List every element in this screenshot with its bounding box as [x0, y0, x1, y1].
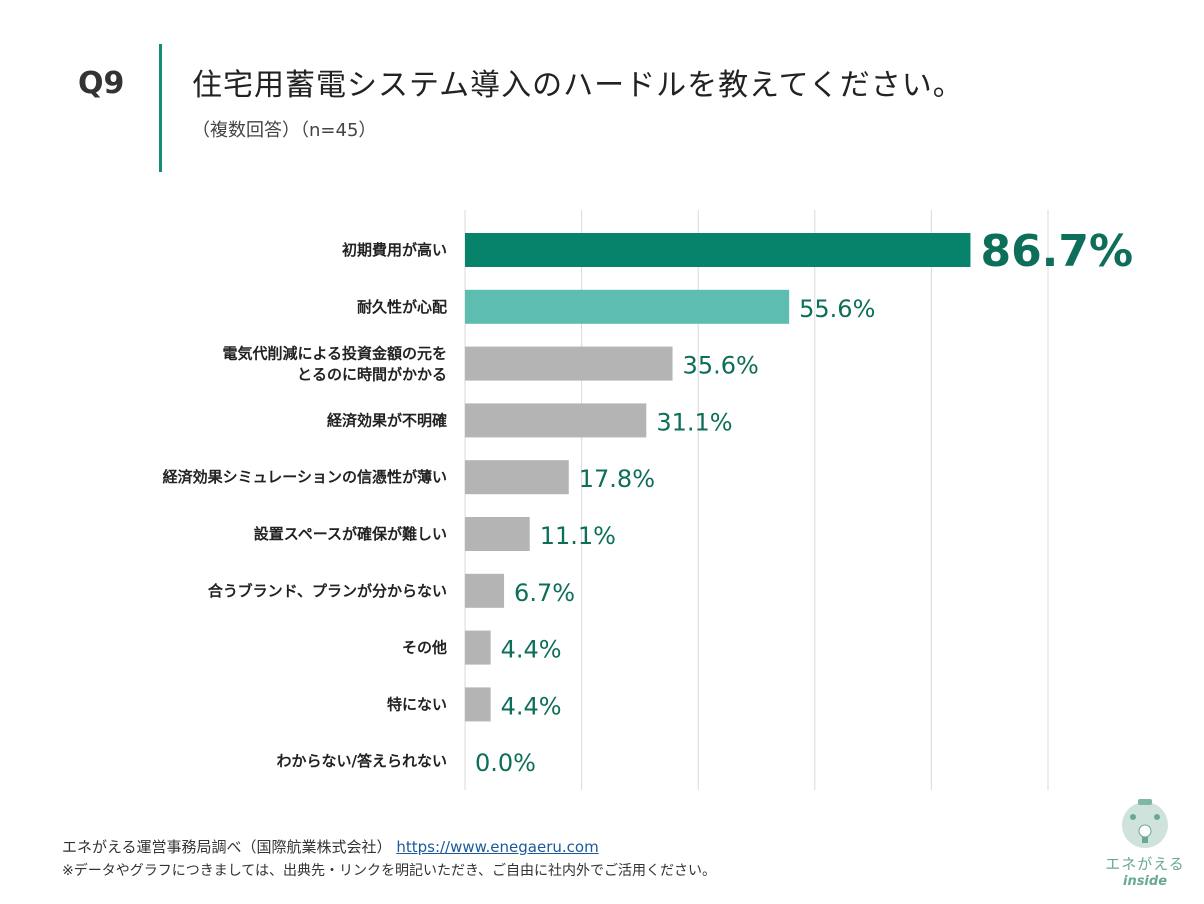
source-text: エネがえる運営事務局調べ（国際航業株式会社）	[62, 838, 392, 856]
bar	[465, 573, 505, 608]
bar	[465, 630, 491, 665]
category-label: 電気代削減による投資金額の元をとるのに時間がかかる	[222, 345, 447, 384]
data-label: 17.8%	[579, 465, 655, 493]
page-title: 住宅用蓄電システム導入のハードルを教えてください。	[192, 68, 964, 103]
question-number: Q9	[78, 66, 125, 101]
logo: エネがえる inside	[1095, 795, 1195, 889]
category-label: 経済効果シミュレーションの信憑性が薄い	[163, 468, 447, 486]
category-label: 経済効果が不明確	[327, 411, 447, 429]
logo-text: エネがえる	[1105, 855, 1185, 873]
logo-sub: inside	[1122, 874, 1168, 889]
data-label: 4.4%	[501, 636, 562, 664]
source-link[interactable]: https://www.enegaeru.com	[396, 838, 599, 856]
bar	[465, 289, 790, 324]
subtitle: （複数回答）（n=45）	[192, 120, 377, 141]
category-label: 耐久性が心配	[357, 298, 447, 316]
data-label: 0.0%	[475, 749, 536, 777]
category-label: 合うブランド、プランが分からない	[207, 582, 447, 600]
bar	[465, 517, 530, 551]
data-label: 55.6%	[799, 295, 875, 323]
data-label: 11.1%	[540, 522, 616, 550]
category-label: 初期費用が高い	[342, 241, 447, 259]
bar	[465, 687, 491, 722]
data-label: 86.7%	[980, 226, 1133, 277]
data-label: 4.4%	[501, 692, 562, 720]
frog-bulb-logo-icon	[1122, 799, 1168, 848]
category-label: 特にない	[387, 695, 447, 713]
bar	[465, 233, 971, 267]
source-line: エネがえる運営事務局調べ（国際航業株式会社） https://www.enega…	[62, 836, 599, 857]
data-label: 6.7%	[514, 579, 575, 607]
category-label: その他	[402, 639, 447, 657]
bar	[465, 460, 569, 495]
category-label: わからない/答えられない	[277, 752, 447, 770]
bar	[465, 346, 673, 381]
bar	[465, 403, 647, 438]
divider	[159, 44, 162, 172]
data-label: 31.1%	[656, 408, 732, 436]
category-label: 設置スペースが確保が難しい	[254, 525, 447, 543]
usage-note: ※データやグラフにつきましては、出典先・リンクを明記いただき、ご自由に社内外でご…	[62, 863, 717, 879]
data-label: 35.6%	[683, 352, 759, 380]
